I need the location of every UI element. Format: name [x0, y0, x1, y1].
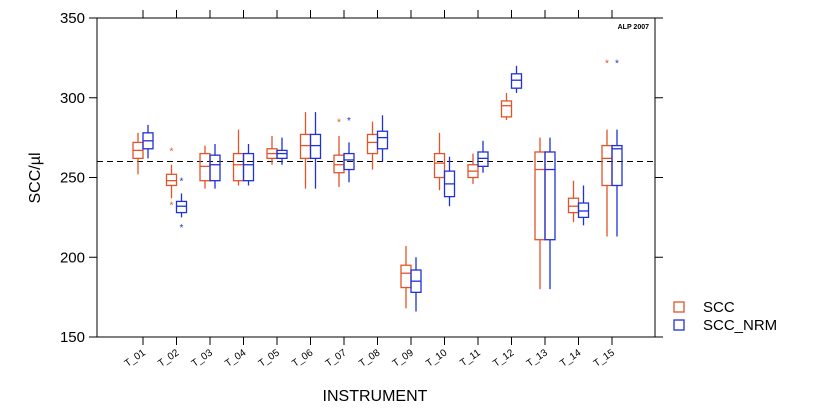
box-t-15: * — [601, 59, 613, 237]
box-t-15: * — [611, 59, 623, 237]
box-t-11 — [467, 153, 479, 184]
box-iqr — [611, 144, 623, 187]
box-t-12 — [500, 92, 513, 121]
y-tick-label: 150 — [60, 329, 85, 346]
legend-label: SCC_NRM — [703, 317, 777, 334]
box-t-08 — [376, 115, 389, 162]
box-t-06 — [309, 112, 322, 189]
box-t-11 — [477, 140, 489, 173]
watermark-text: ALP 2007 — [618, 24, 649, 31]
box-series: ******** — [132, 59, 623, 312]
series-scc: **** — [132, 59, 613, 309]
outlier-marker: * — [337, 118, 341, 129]
box-iqr — [276, 149, 288, 160]
y-tick-label: 350 — [60, 10, 85, 27]
box-iqr — [242, 152, 255, 182]
box-iqr — [500, 100, 513, 118]
box-t-07: * — [343, 116, 355, 183]
box-iqr — [376, 130, 389, 150]
y-tick-label: 200 — [60, 249, 85, 266]
box-t-02: ** — [165, 146, 178, 212]
box-iqr — [433, 152, 446, 179]
box-t-12 — [510, 65, 523, 93]
y-tick-label: 250 — [60, 170, 85, 187]
box-t-01 — [142, 124, 154, 159]
box-iqr — [544, 151, 556, 241]
box-t-10 — [433, 132, 446, 191]
box-t-14 — [577, 185, 590, 226]
legend-swatch — [673, 319, 685, 331]
legend-label: SCC — [703, 299, 735, 316]
box-iqr — [175, 200, 188, 214]
box-t-05 — [276, 137, 288, 165]
box-t-03 — [209, 144, 221, 189]
outlier-marker: * — [170, 146, 174, 157]
box-t-01 — [132, 132, 144, 175]
box-iqr — [510, 73, 523, 89]
box-iqr — [309, 133, 322, 160]
box-iqr — [577, 202, 590, 219]
outlier-marker: * — [180, 223, 184, 234]
y-axis: 150 200 250 300 350 — [60, 10, 663, 346]
box-t-13 — [544, 137, 556, 290]
y-axis-title: SCC/µl — [27, 153, 44, 204]
series-scc-nrm: **** — [142, 59, 623, 312]
outlier-marker: * — [347, 116, 351, 127]
box-t-14 — [567, 180, 580, 223]
box-iqr — [165, 173, 178, 187]
box-iqr — [343, 152, 355, 171]
outlier-marker: * — [180, 177, 184, 188]
outlier-marker: * — [170, 201, 174, 212]
box-iqr — [209, 154, 221, 182]
box-t-04 — [242, 144, 255, 186]
box-t-10 — [443, 156, 456, 207]
outlier-marker: * — [615, 59, 619, 70]
box-t-09 — [410, 257, 422, 312]
x-axis-title: INSTRUMENT — [323, 388, 428, 405]
outlier-marker: * — [605, 59, 609, 70]
box-t-02: ** — [175, 177, 188, 234]
y-tick-label: 300 — [60, 90, 85, 107]
legend-swatch — [673, 301, 685, 313]
box-iqr — [477, 151, 489, 167]
